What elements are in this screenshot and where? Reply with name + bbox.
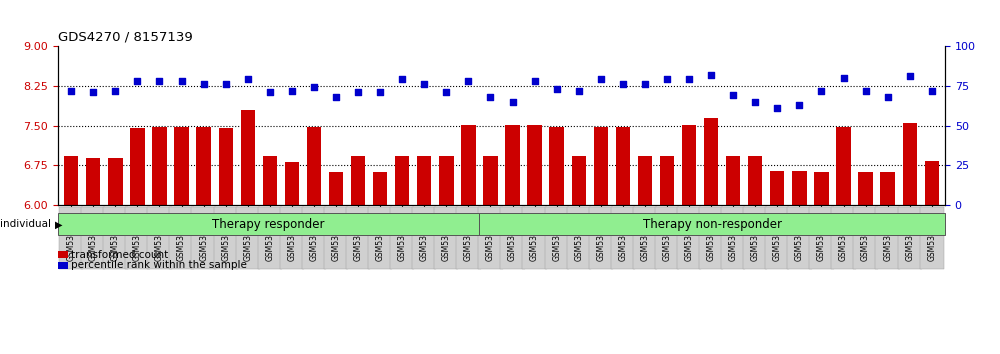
Bar	[285, 162, 299, 205]
Text: GDS4270 / 8157139: GDS4270 / 8157139	[58, 30, 193, 44]
Point	[218, 81, 234, 87]
Bar	[770, 171, 784, 205]
Point	[460, 78, 476, 84]
Point	[505, 99, 521, 105]
Bar	[572, 156, 586, 205]
Point	[174, 78, 190, 84]
Bar	[925, 161, 939, 205]
Point	[85, 89, 101, 95]
Point	[151, 78, 167, 84]
Bar	[792, 171, 807, 205]
Point	[813, 88, 829, 93]
Bar	[174, 127, 189, 205]
Point	[438, 89, 454, 95]
Bar	[682, 125, 696, 205]
Bar	[726, 156, 740, 205]
Point	[394, 76, 410, 82]
Point	[747, 99, 763, 105]
Point	[659, 76, 675, 82]
Bar	[616, 127, 630, 205]
Bar	[549, 127, 564, 205]
Point	[703, 72, 719, 78]
Bar	[903, 123, 917, 205]
Bar	[439, 156, 454, 205]
Point	[637, 81, 653, 87]
Point	[902, 73, 918, 79]
Text: Therapy non-responder: Therapy non-responder	[643, 218, 782, 231]
Bar	[880, 172, 895, 205]
Point	[527, 78, 543, 84]
Text: ▶: ▶	[55, 219, 63, 229]
Text: percentile rank within the sample: percentile rank within the sample	[71, 261, 247, 270]
Bar	[351, 156, 365, 205]
Bar	[130, 128, 145, 205]
Text: individual: individual	[0, 219, 51, 229]
Bar	[461, 125, 476, 205]
Point	[769, 105, 785, 111]
Bar	[108, 158, 123, 205]
Bar	[660, 156, 674, 205]
Point	[240, 76, 256, 82]
Bar	[527, 125, 542, 205]
Point	[107, 88, 123, 93]
Point	[725, 92, 741, 98]
Point	[791, 102, 807, 108]
Point	[416, 81, 432, 87]
Bar	[152, 127, 167, 205]
Bar	[594, 127, 608, 205]
Point	[196, 81, 212, 87]
Point	[593, 76, 609, 82]
Point	[858, 88, 874, 93]
Bar	[638, 156, 652, 205]
Point	[681, 76, 697, 82]
Point	[284, 88, 300, 93]
Point	[924, 88, 940, 93]
Text: Therapy responder: Therapy responder	[212, 218, 325, 231]
Point	[350, 89, 366, 95]
Bar	[373, 172, 387, 205]
Bar	[263, 156, 277, 205]
Point	[262, 89, 278, 95]
Point	[328, 94, 344, 100]
Bar	[86, 158, 100, 205]
Point	[549, 86, 565, 92]
Bar	[219, 128, 233, 205]
Point	[880, 94, 896, 100]
Point	[306, 85, 322, 90]
Point	[615, 81, 631, 87]
Text: transformed count: transformed count	[71, 250, 168, 260]
Bar	[307, 127, 321, 205]
Bar	[64, 156, 78, 205]
Bar	[241, 110, 255, 205]
Bar	[748, 156, 762, 205]
Bar	[395, 156, 409, 205]
Bar	[836, 127, 851, 205]
Bar	[417, 156, 431, 205]
Bar	[483, 156, 498, 205]
Bar	[329, 172, 343, 205]
Bar	[814, 172, 829, 205]
Point	[63, 88, 79, 93]
Point	[129, 78, 145, 84]
Point	[482, 94, 498, 100]
Bar	[196, 127, 211, 205]
Bar	[858, 172, 873, 205]
Point	[372, 89, 388, 95]
Bar	[505, 125, 520, 205]
Point	[836, 75, 852, 81]
Bar	[704, 118, 718, 205]
Point	[571, 88, 587, 93]
